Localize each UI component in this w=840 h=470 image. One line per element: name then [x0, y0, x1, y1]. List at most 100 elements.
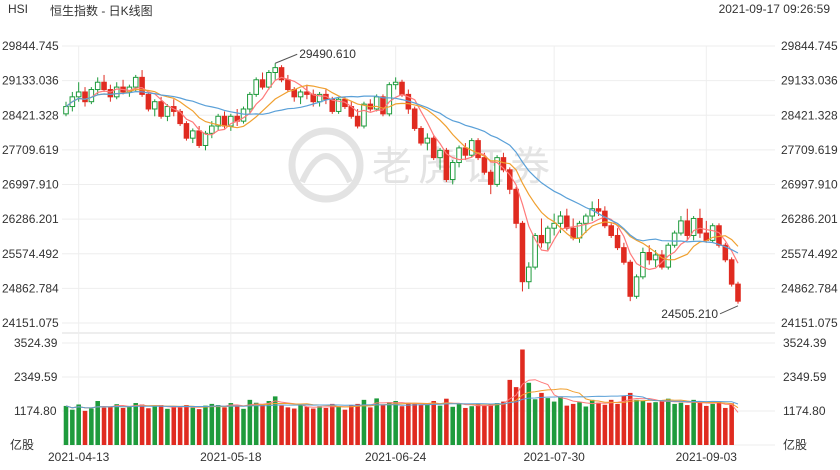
candle-body [564, 215, 570, 229]
price-tick-left: 26286.201 [2, 212, 59, 226]
volume-bar [253, 402, 259, 445]
candle-body [728, 259, 735, 285]
volume-bar [336, 406, 341, 445]
candle-body [500, 157, 507, 171]
volume-bar [665, 398, 671, 445]
volume-bar [450, 406, 455, 445]
volume-bar [437, 405, 443, 445]
price-tick-right: 28421.328 [781, 108, 838, 122]
candle-body [151, 101, 158, 110]
volume-bar [298, 405, 303, 445]
volume-ma20-line [65, 394, 739, 409]
volume-bar [551, 401, 557, 445]
volume-bar [621, 395, 627, 445]
volume-bar [108, 406, 113, 445]
volume-bar [526, 382, 532, 445]
candle-body [462, 147, 469, 156]
symbol-label: HSI [8, 2, 29, 16]
volume-bar [412, 403, 417, 445]
volume-bar [222, 407, 227, 445]
candle-body [304, 91, 310, 95]
candle-body [361, 103, 367, 127]
volume-bar [127, 405, 132, 445]
candle-body [703, 232, 710, 241]
candle-body [545, 227, 551, 244]
volume-bar [577, 402, 582, 445]
volume-bar [323, 407, 329, 445]
volume-bar [139, 404, 145, 445]
volume-bar [678, 402, 684, 445]
volume-bar [196, 409, 202, 445]
volume-bar [368, 407, 373, 445]
volume-bar [190, 407, 196, 445]
high-marker-label: 29490.610 [299, 47, 356, 61]
candle-body [101, 81, 107, 91]
candle-body [240, 108, 247, 122]
volume-bar [279, 405, 284, 445]
candle-body [247, 93, 253, 110]
volume-tick-right: 1174.80 [783, 404, 826, 418]
candle-body [513, 188, 519, 224]
candle-body [209, 125, 215, 134]
ma20-line [65, 90, 739, 254]
volume-bar [317, 406, 322, 445]
volume-tick-right: 3524.39 [783, 336, 827, 350]
volume-bar [146, 408, 151, 445]
volume-bar [70, 409, 75, 445]
candle-body [63, 106, 69, 115]
price-tick-left: 24151.075 [2, 316, 59, 330]
volume-bar [120, 407, 126, 445]
volume-bar [640, 401, 646, 445]
volume-bar [95, 401, 100, 445]
watermark-logo-stroke [299, 153, 353, 184]
candle-body [132, 76, 139, 88]
volume-bar [564, 405, 570, 445]
candle-body [82, 91, 88, 103]
price-tick-left: 25574.492 [2, 247, 59, 261]
volume-tick-left: 2349.59 [14, 370, 58, 384]
candle-body [392, 81, 399, 86]
volume-tick-right: 2349.59 [783, 370, 827, 384]
volume-bar [342, 409, 348, 445]
price-tick-right: 26286.201 [781, 212, 838, 226]
candle-body [113, 86, 120, 98]
candle-body [253, 79, 259, 95]
price-tick-right: 24862.784 [781, 281, 838, 295]
candle-body [557, 215, 564, 224]
candle-body [614, 234, 621, 249]
volume-bar [133, 403, 139, 445]
price-tick-right: 24151.075 [781, 316, 838, 330]
volume-bar [545, 398, 551, 445]
volume-bar [691, 399, 696, 445]
timestamp-label: 2021-09-17 09:26:59 [718, 2, 830, 16]
candle-body [335, 98, 342, 112]
candle-body [697, 217, 703, 234]
price-tick-right: 29844.745 [781, 39, 838, 53]
candle-body [354, 115, 361, 127]
high-marker-line [275, 53, 298, 64]
candle-body [164, 106, 171, 117]
candle-body [437, 149, 443, 159]
candle-body [722, 244, 729, 261]
price-tick-right: 25574.492 [781, 247, 838, 261]
candle-body [418, 127, 424, 144]
volume-bar [89, 408, 94, 445]
volume-bar [469, 406, 475, 445]
volume-bars [63, 349, 739, 445]
volume-bar [723, 407, 728, 445]
volume-bar [608, 399, 614, 445]
candle-body [380, 96, 386, 115]
volume-bar [488, 404, 494, 445]
volume-bar [349, 405, 354, 445]
volume-bar [260, 404, 265, 445]
volume-bar [672, 403, 677, 445]
candle-body [75, 91, 82, 98]
candle-body [551, 222, 557, 229]
time-tick-label: 2021-09-03 [676, 450, 738, 464]
candle-body [608, 225, 614, 236]
volume-bar [463, 407, 468, 445]
volume-bar [482, 405, 487, 445]
candle-body [487, 171, 494, 185]
volume-bar [380, 405, 386, 445]
